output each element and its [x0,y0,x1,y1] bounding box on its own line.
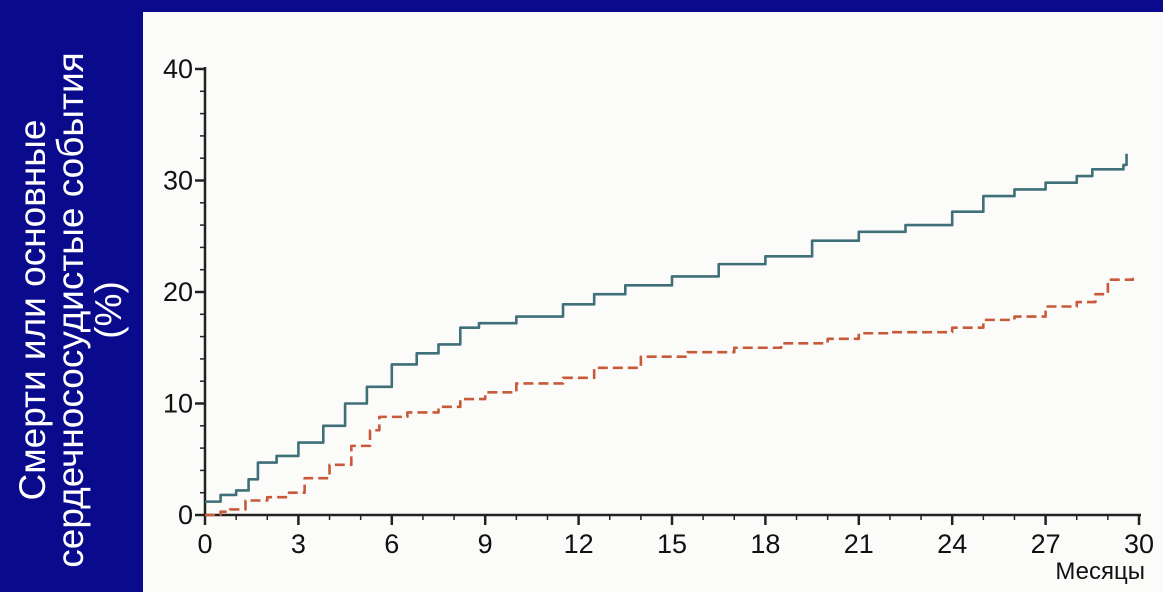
x-tick-label: 3 [291,529,306,559]
y-tick-label: 30 [163,166,193,196]
y-tick-label: 20 [163,277,193,307]
chart-svg: 0 10 20 30 40 0 3 6 9 12 15 18 21 24 27 30 [163,54,1154,559]
series-line-1 [205,153,1128,503]
x-tick-label: 9 [478,529,493,559]
y-tick-label: 40 [163,54,193,84]
series-line-2 [205,276,1135,517]
x-tick-label: 27 [1031,529,1061,559]
x-tick-label: 18 [750,529,780,559]
x-tick-label: 0 [197,529,212,559]
x-tick-label: 6 [384,529,399,559]
x-tick-label: 21 [844,529,874,559]
x-axis-title: Месяцы [1055,558,1145,585]
x-tick-label: 15 [657,529,687,559]
y-tick-label: 10 [163,389,193,419]
x-tick-label: 24 [937,529,967,559]
plot-panel: 0 10 20 30 40 0 3 6 9 12 15 18 21 24 27 30 Месяцы [143,12,1163,592]
y-axis-title-area: Смерти или основные сердечнососудистые с… [0,0,143,592]
y-axis-title: Смерти или основные сердечнососудистые с… [12,52,129,568]
x-tick-label: 30 [1124,529,1154,559]
x-tick-label: 12 [564,529,594,559]
y-tick-label: 0 [178,500,193,530]
